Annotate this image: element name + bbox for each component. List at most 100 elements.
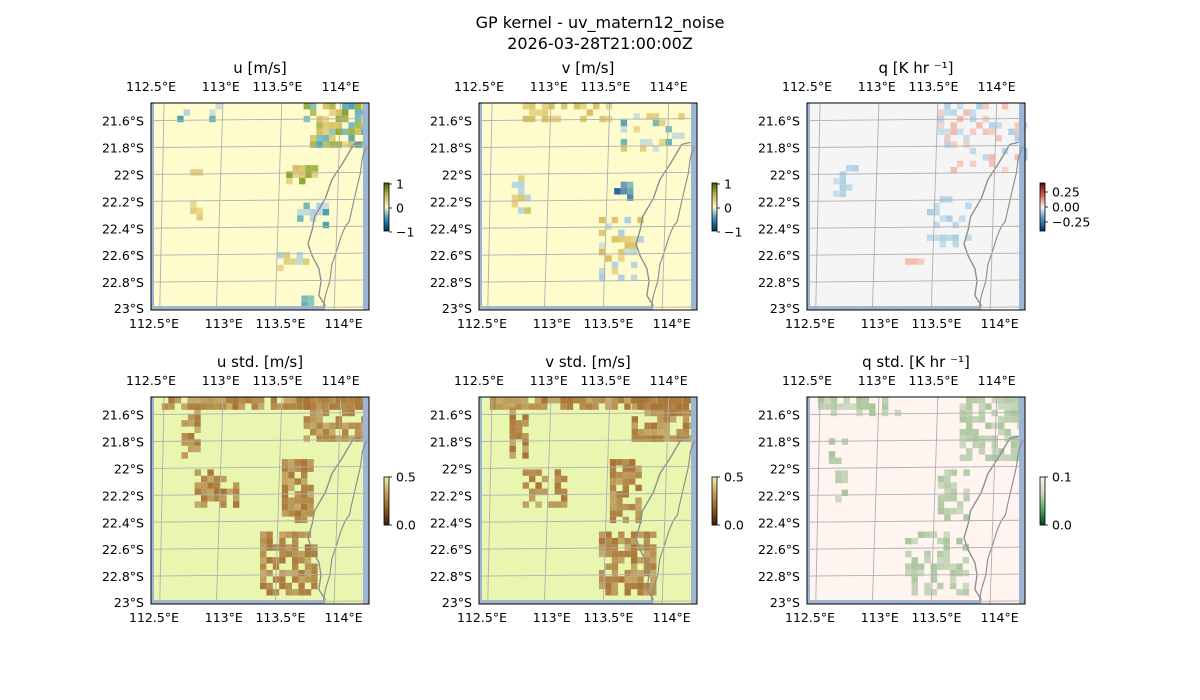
- data-cell: [635, 503, 642, 511]
- data-cell: [509, 426, 516, 433]
- data-cell: [924, 582, 931, 590]
- data-cell: [624, 550, 631, 558]
- data-cell: [194, 488, 201, 495]
- data-cell: [624, 242, 631, 249]
- data-cell: [618, 255, 625, 262]
- y-tick-label: 22.6°S: [430, 248, 472, 263]
- data-cell: [598, 569, 606, 577]
- data-cell: [316, 422, 323, 429]
- data-cell: [944, 135, 951, 142]
- data-cell: [924, 531, 931, 538]
- data-cell: [630, 236, 638, 243]
- data-cell: [187, 439, 195, 446]
- data-cell: [190, 207, 197, 214]
- water-edge: [807, 103, 810, 310]
- gridline: [806, 198, 1026, 202]
- coastline: [322, 146, 368, 308]
- data-cell: [605, 403, 612, 410]
- data-cell: [949, 576, 957, 583]
- data-cell: [611, 576, 619, 583]
- data-cell: [548, 501, 555, 508]
- gridline: [661, 102, 670, 311]
- colorbar-tick-label: −1: [724, 225, 742, 240]
- data-cell: [279, 550, 286, 558]
- data-cell: [959, 429, 966, 436]
- y-tick-label: 21.6°S: [430, 114, 472, 129]
- gridline: [150, 306, 370, 310]
- gridline: [478, 412, 698, 416]
- data-cell: [998, 422, 1005, 429]
- gridline: [150, 144, 370, 148]
- data-cell: [335, 416, 342, 423]
- data-cell: [618, 557, 625, 564]
- data-cell: [966, 416, 973, 423]
- data-cell: [609, 478, 617, 485]
- data-cell: [924, 589, 931, 596]
- data-cell: [650, 557, 657, 564]
- data-cell: [290, 258, 297, 265]
- data-cell: [982, 128, 989, 135]
- data-cell: [841, 489, 848, 496]
- y-tick-label: 22.2°S: [430, 194, 472, 209]
- data-cell: [946, 196, 953, 203]
- data-cell: [972, 397, 979, 404]
- data-cell: [598, 544, 606, 551]
- data-cell: [670, 397, 677, 404]
- data-cell: [585, 397, 593, 404]
- x-tick-label-bottom: 113.5°E: [911, 316, 961, 331]
- data-cell: [635, 497, 642, 504]
- data-cell: [307, 510, 314, 517]
- data-cell: [966, 435, 973, 442]
- data-cell: [299, 171, 306, 178]
- data-cell: [329, 122, 336, 129]
- data-cell: [957, 103, 964, 110]
- data-cell: [554, 115, 561, 123]
- y-tick-label: 22.2°S: [102, 194, 144, 209]
- data-cell: [609, 471, 617, 479]
- data-cell: [509, 397, 516, 404]
- data-cell: [193, 403, 201, 410]
- data-cell: [266, 582, 273, 590]
- data-cell: [933, 221, 940, 229]
- gridline: [159, 396, 165, 605]
- data-cell: [966, 403, 973, 410]
- data-cell: [624, 582, 631, 590]
- data-cell: [529, 103, 536, 110]
- data-cell: [316, 135, 323, 142]
- data-cell: [998, 448, 1005, 455]
- data-cell: [950, 482, 957, 489]
- data-cell: [998, 397, 1005, 404]
- data-cell: [1004, 454, 1011, 461]
- data-cell: [322, 202, 330, 209]
- y-tick-label: 22.8°S: [430, 275, 472, 290]
- data-cell: [944, 469, 951, 476]
- data-cell: [1004, 416, 1011, 423]
- data-cell: [190, 169, 197, 176]
- data-cell: [869, 409, 876, 417]
- data-cell: [554, 469, 561, 476]
- data-cell: [933, 209, 940, 216]
- data-cell: [277, 252, 284, 259]
- data-cell: [856, 397, 863, 404]
- data-cell: [622, 471, 629, 479]
- data-cell: [529, 475, 536, 483]
- data-cell: [329, 109, 336, 116]
- data-cell: [894, 409, 902, 417]
- data-cell: [1008, 128, 1015, 135]
- data-cell: [311, 569, 318, 577]
- data-cell: [637, 531, 644, 538]
- colorbar: [383, 182, 390, 232]
- colorbar-tick-label: −1: [396, 225, 414, 240]
- data-cell: [541, 475, 549, 483]
- data-cell: [260, 569, 267, 577]
- data-cell: [561, 475, 568, 483]
- y-tick-label: 22.8°S: [758, 275, 800, 290]
- data-cell: [629, 478, 636, 485]
- coastline: [963, 141, 1019, 307]
- data-cell: [561, 501, 568, 508]
- data-cell: [939, 215, 947, 222]
- y-tick-label: 23°S: [770, 595, 800, 610]
- gridline: [478, 144, 698, 148]
- data-cell: [586, 109, 593, 116]
- y-tick-label: 21.6°S: [430, 408, 472, 423]
